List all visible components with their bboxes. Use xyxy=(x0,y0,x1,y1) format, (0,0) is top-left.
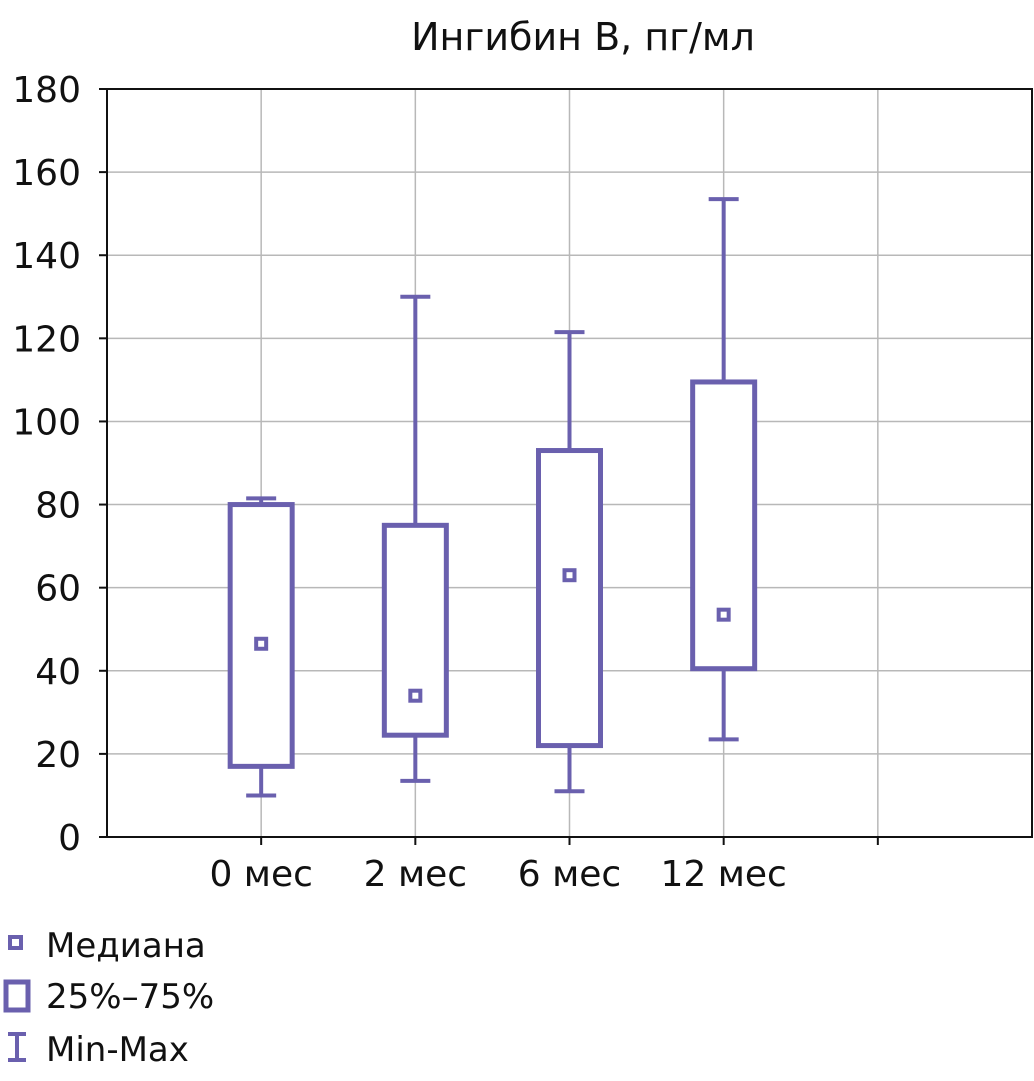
legend-box-label: 25%–75% xyxy=(46,977,214,1017)
legend-median-label: Медиана xyxy=(46,926,206,966)
y-tick-label: 60 xyxy=(35,569,81,610)
legend-median-swatch xyxy=(8,935,23,950)
y-tick-label: 0 xyxy=(58,818,81,859)
legend-box-swatch xyxy=(3,979,31,1013)
median-marker xyxy=(408,688,423,703)
y-tick-label: 20 xyxy=(35,735,81,776)
boxes xyxy=(227,197,758,798)
median-marker xyxy=(254,636,269,651)
x-tick-label: 12 мес xyxy=(660,854,786,895)
x-tick-label: 6 мес xyxy=(518,854,621,895)
x-axis: 0 мес 2 мес 6 мес 12 мес xyxy=(209,837,879,895)
median-marker xyxy=(562,568,577,583)
legend: Медиана 25%–75% Min-Max xyxy=(3,926,214,1070)
chart-title: Ингибин B, пг/мл xyxy=(411,15,755,59)
box-iqr xyxy=(227,502,295,769)
y-tick-label: 180 xyxy=(12,70,81,111)
y-axis: 0 20 40 60 80 100 120 140 160 180 xyxy=(12,70,107,859)
median-marker xyxy=(716,607,731,622)
x-tick-label: 0 мес xyxy=(209,854,312,895)
y-tick-label: 100 xyxy=(12,402,81,443)
box-iqr xyxy=(690,379,758,672)
legend-whisker-swatch xyxy=(8,1032,26,1062)
box-iqr xyxy=(536,448,603,749)
y-tick-label: 140 xyxy=(12,236,81,277)
y-tick-label: 160 xyxy=(12,153,81,194)
legend-minmax-label: Min-Max xyxy=(46,1030,189,1070)
y-tick-label: 40 xyxy=(35,652,81,693)
y-tick-label: 120 xyxy=(12,319,81,360)
y-tick-label: 80 xyxy=(35,486,81,527)
x-tick-label: 2 мес xyxy=(364,854,467,895)
box-iqr xyxy=(381,522,449,738)
